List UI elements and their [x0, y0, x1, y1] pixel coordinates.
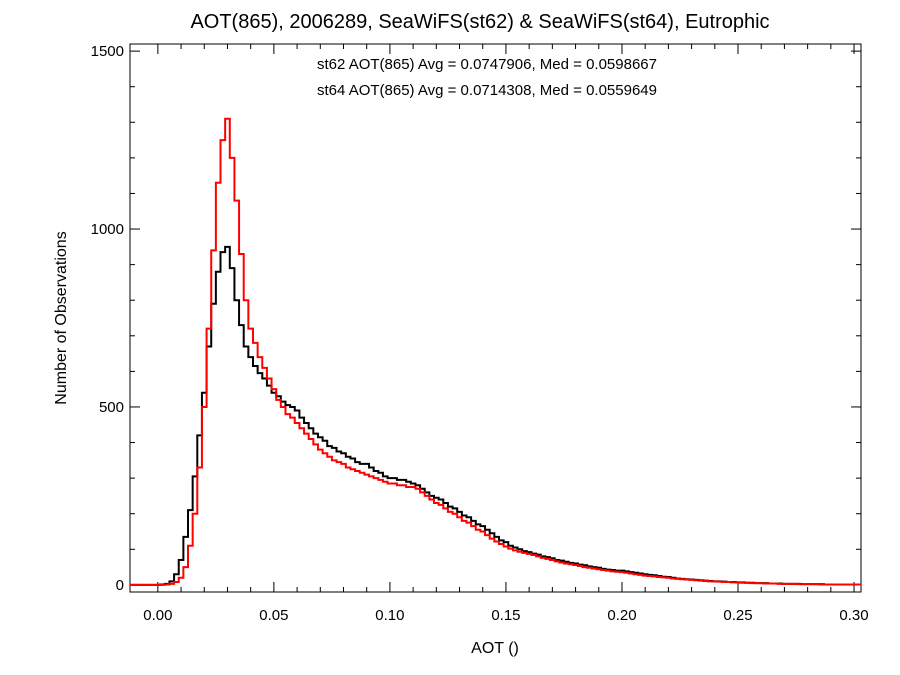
st62-histogram-line [130, 245, 861, 586]
x-tick-label: 0.10 [375, 607, 404, 624]
x-axis-ticks [157, 44, 855, 592]
x-tick-label: 0.20 [607, 607, 636, 624]
x-tick-label: 0.25 [723, 607, 752, 624]
x-tick-label: 0.15 [491, 607, 520, 624]
y-axis-tick-labels: 0 500 1000 1500 [91, 43, 124, 594]
chart-title: AOT(865), 2006289, SeaWiFS(st62) & SeaWi… [190, 11, 769, 33]
plot-frame [129, 43, 862, 593]
y-tick-label: 0 [116, 577, 124, 594]
x-axis-tick-labels: 0.00 0.05 0.10 0.15 0.20 0.25 0.30 [143, 607, 868, 624]
y-tick-label: 1000 [91, 221, 124, 238]
x-tick-label: 0.05 [259, 607, 288, 624]
x-tick-label: 0.00 [143, 607, 172, 624]
y-axis-label: Number of Observations [53, 231, 70, 404]
st64-stats-annotation: st64 AOT(865) Avg = 0.0714308, Med = 0.0… [317, 82, 657, 99]
y-tick-label: 1500 [91, 43, 124, 60]
x-tick-label: 0.30 [839, 607, 868, 624]
series-layer [130, 117, 861, 586]
x-axis-label: AOT () [471, 640, 519, 657]
st64-histogram-line [130, 117, 861, 586]
st62-stats-annotation: st62 AOT(865) Avg = 0.0747906, Med = 0.0… [317, 56, 657, 73]
y-tick-label: 500 [99, 399, 124, 416]
